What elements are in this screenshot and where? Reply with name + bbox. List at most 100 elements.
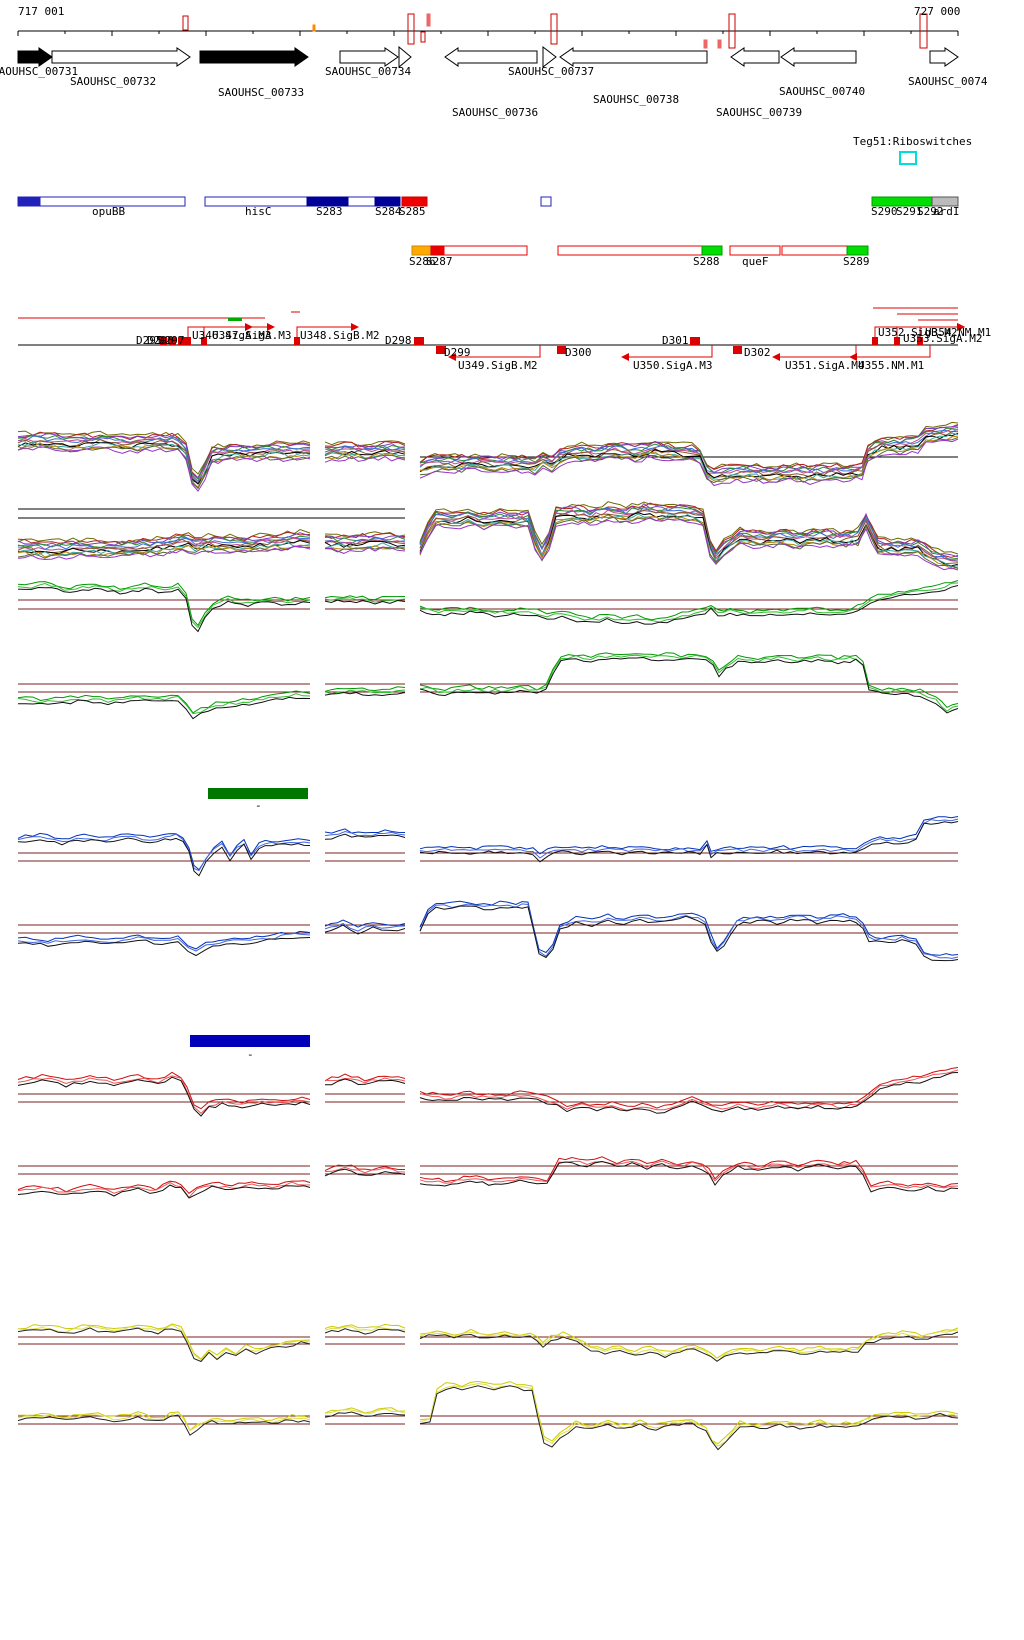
gene-label: SAOUHSC_00736 (452, 106, 539, 119)
region-bar-2[interactable] (190, 1035, 310, 1047)
gene-arrow-SAOUHSC_00731[interactable] (17, 47, 53, 67)
expression-trace-all-conditions-fwd (17, 441, 311, 490)
expression-trace-all-conditions-rev (419, 502, 959, 558)
expression-trace-all-conditions-fwd (17, 437, 311, 485)
ruler-feature[interactable] (550, 13, 558, 45)
annotation-row1-box[interactable] (204, 196, 391, 207)
annotation-row2-box[interactable] (781, 245, 848, 256)
expression-trace-all-conditions-rev (324, 546, 406, 553)
terminator-label: D299 (444, 346, 471, 359)
annotation-row1-label: S283 (316, 205, 343, 218)
promoter-flag-down[interactable] (856, 345, 931, 358)
ruler-feature[interactable] (728, 13, 736, 49)
promoter-arrow-icon (351, 323, 359, 331)
ruler-feature[interactable] (703, 39, 708, 49)
terminator-box[interactable] (178, 337, 185, 345)
region-bar-label: - (247, 1048, 254, 1061)
expression-trace-green-pair-fwd (324, 599, 406, 605)
annotation-row1-box[interactable] (306, 196, 349, 207)
expression-trace-blue-pair-fwd (324, 833, 406, 840)
annotation-row2-box[interactable] (411, 245, 432, 256)
ruler-feature[interactable] (420, 31, 426, 43)
promoter-flag-down[interactable] (779, 345, 857, 358)
annotation-row1-box[interactable] (39, 196, 186, 207)
expression-trace-all-conditions-rev (419, 517, 959, 571)
gene-arrow-SAOUHSC_00740[interactable] (780, 47, 857, 67)
annotation-row1-label: S290 (871, 205, 898, 218)
annotation-row2-box[interactable] (729, 245, 781, 256)
terminator-label: D296 (147, 334, 174, 347)
region-bar-1[interactable] (208, 788, 308, 799)
expression-trace-green-pair-rev (17, 690, 311, 714)
expression-trace-red-pair-rev (324, 1168, 406, 1177)
gene-arrow-SAOUHSC_00733[interactable] (199, 47, 309, 67)
ruler-feature[interactable] (312, 24, 316, 32)
ruler-feature[interactable] (919, 13, 928, 49)
expression-trace-red-pair-fwd (419, 1069, 959, 1111)
gene-arrow-SAOUHSC_00738[interactable] (559, 47, 708, 67)
annotation-row1-label: hisC (245, 205, 272, 218)
ruler-feature[interactable] (182, 15, 189, 31)
annotation-row1-box[interactable] (931, 196, 959, 207)
expression-trace-all-conditions-fwd (324, 440, 406, 448)
terminator-box[interactable] (436, 346, 446, 354)
expression-trace-blue-pair-fwd (324, 830, 406, 837)
expression-trace-blue-pair-fwd (419, 818, 959, 859)
annotation-row2-box[interactable] (701, 245, 723, 256)
promoter-arrow-icon (957, 323, 965, 331)
expression-trace-all-conditions-rev (324, 535, 406, 540)
gene-arrow-SAOUHSC_0074[interactable] (929, 47, 959, 67)
expression-trace-blue-pair-rev (17, 937, 311, 957)
expression-trace-red-pair-rev (324, 1166, 406, 1174)
annotation-row1-box[interactable] (401, 196, 428, 207)
gene-arrow-SAOUHSC_00736[interactable] (444, 47, 538, 67)
expression-trace-all-conditions-fwd (324, 452, 406, 459)
terminator-box[interactable] (733, 346, 742, 354)
expression-trace-all-conditions-fwd (17, 434, 311, 481)
gene-arrow-SAOUHSC_00739[interactable] (730, 47, 780, 67)
terminator-box[interactable] (414, 337, 424, 345)
annotation-row1-box[interactable] (374, 196, 401, 207)
expression-trace-all-conditions-fwd (324, 454, 406, 460)
annotation-row2-box[interactable] (846, 245, 869, 256)
terminator-box[interactable] (557, 346, 566, 354)
expression-trace-all-conditions-fwd (17, 432, 311, 479)
gene-arrow-frag-right[interactable] (398, 45, 412, 69)
riboswitch-box[interactable] (899, 151, 917, 165)
expression-trace-red-pair-fwd (324, 1073, 406, 1082)
promoter-base (201, 337, 207, 345)
annotation-row1-box[interactable] (17, 196, 41, 207)
expression-trace-green-pair-rev (419, 656, 959, 714)
expression-trace-red-pair-fwd (17, 1071, 311, 1110)
promoter-flag-down[interactable] (455, 345, 541, 358)
ruler-feature[interactable] (407, 13, 415, 45)
transcript-mark (228, 318, 242, 321)
expression-trace-all-conditions-fwd (324, 447, 406, 453)
annotation-row2-box[interactable] (557, 245, 703, 256)
expression-trace-yellow-pair-fwd (324, 1328, 406, 1335)
expression-trace-red-pair-fwd (17, 1075, 311, 1114)
ruler-feature[interactable] (717, 39, 722, 49)
annotation-row1-box[interactable] (540, 196, 552, 207)
promoter-label: U347.SigA.M3 (212, 329, 292, 342)
expression-trace-red-pair-rev (419, 1156, 959, 1188)
ruler-feature[interactable] (426, 13, 431, 27)
gene-arrow-SAOUHSC_00734[interactable] (339, 47, 399, 67)
promoter-flag-down[interactable] (628, 345, 713, 358)
expression-trace-green-pair-fwd (17, 582, 311, 629)
terminator-box[interactable] (169, 337, 176, 345)
expression-trace-all-conditions-rev (419, 508, 959, 562)
terminator-label: D302 (744, 346, 771, 359)
expression-trace-green-pair-fwd (419, 582, 959, 623)
terminator-box[interactable] (160, 337, 167, 345)
annotation-row2-box[interactable] (430, 245, 445, 256)
expression-trace-green-pair-fwd (17, 586, 311, 633)
terminator-box[interactable] (690, 337, 700, 345)
annotation-row2-box[interactable] (443, 245, 528, 256)
gene-label: SAOUHSC_0074 (908, 75, 988, 88)
gene-arrow-SAOUHSC_00737[interactable] (542, 45, 557, 69)
gene-arrow-SAOUHSC_00732[interactable] (51, 47, 191, 67)
expression-trace-green-pair-rev (17, 693, 311, 715)
annotation-row1-label: ardI (933, 205, 960, 218)
